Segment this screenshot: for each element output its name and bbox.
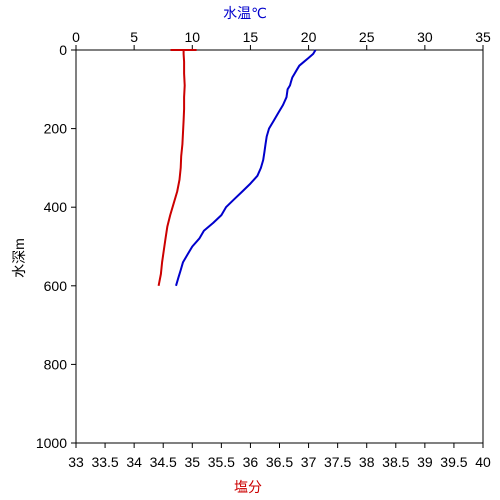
bottom-tick-label: 39 (417, 454, 433, 470)
bottom-axis-label: 塩分 (234, 479, 262, 495)
y-tick-label: 800 (44, 356, 68, 372)
bottom-tick-label: 34.5 (150, 454, 177, 470)
temperature-profile-line (175, 49, 317, 287)
y-tick-label: 600 (44, 278, 68, 294)
top-axis-label: 水温℃ (223, 5, 267, 21)
axes: 0 200 400 600 800 1000 0 5 10 15 20 25 30 35 33 33.5 34 3… (36, 29, 491, 470)
y-tick-label: 400 (44, 199, 68, 215)
bottom-tick-label: 40 (475, 454, 491, 470)
y-axis-label: 水深m (11, 238, 27, 278)
y-tick-label: 1000 (36, 435, 67, 451)
bottom-tick-label: 37.5 (324, 454, 351, 470)
salinity-profile-line (157, 50, 186, 286)
bottom-tick-label: 36 (243, 454, 259, 470)
series-layer: ⊥ (157, 49, 317, 287)
bottom-tick-label: 36.5 (266, 454, 293, 470)
top-tick-label: 25 (359, 29, 375, 45)
top-tick-label: 5 (130, 29, 138, 45)
top-tick-label: 35 (475, 29, 491, 45)
bottom-tick-label: 33.5 (91, 454, 118, 470)
top-tick-label: 20 (301, 29, 317, 45)
y-tick-label: 200 (44, 121, 68, 137)
top-tick-label: 0 (72, 29, 80, 45)
bottom-tick-label: 37 (301, 454, 317, 470)
bottom-tick-label: 34 (126, 454, 142, 470)
top-tick-label: 30 (417, 29, 433, 45)
y-tick-label: 0 (59, 42, 67, 58)
bottom-tick-label: 39.5 (440, 454, 467, 470)
bottom-tick-label: 38 (359, 454, 375, 470)
plot-area (76, 50, 483, 443)
bottom-tick-label: 33 (68, 454, 84, 470)
top-tick-label: 15 (243, 29, 259, 45)
bottom-tick-label: 35.5 (208, 454, 235, 470)
top-tick-label: 10 (184, 29, 200, 45)
bottom-tick-label: 38.5 (382, 454, 409, 470)
bottom-tick-label: 35 (184, 454, 200, 470)
